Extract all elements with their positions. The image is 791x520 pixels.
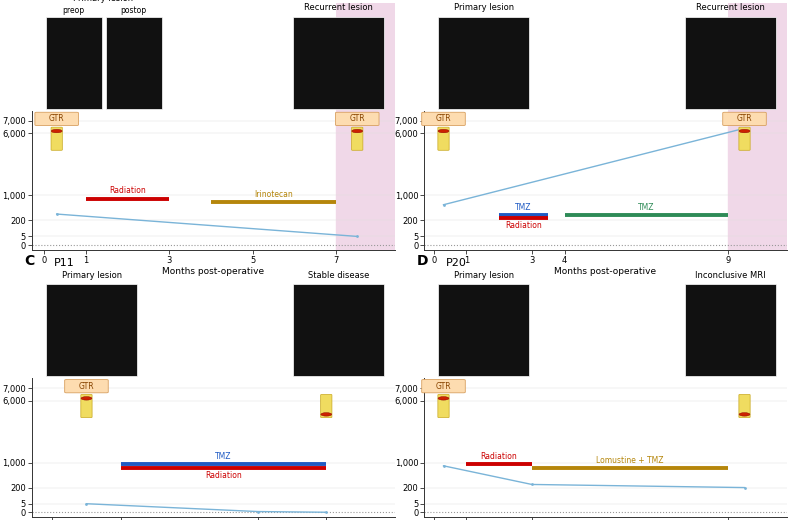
Bar <box>685 17 776 109</box>
Ellipse shape <box>352 129 363 133</box>
Bar <box>293 284 384 376</box>
Text: Radiation: Radiation <box>505 221 542 230</box>
Bar <box>729 111 787 250</box>
Text: Radiation: Radiation <box>481 452 517 461</box>
Text: TMZ: TMZ <box>516 203 532 212</box>
Text: Lomustine + TMZ: Lomustine + TMZ <box>596 456 664 465</box>
FancyBboxPatch shape <box>739 127 750 150</box>
Bar <box>685 284 776 376</box>
X-axis label: Months post-operative: Months post-operative <box>162 267 264 277</box>
Bar <box>293 17 384 109</box>
FancyBboxPatch shape <box>35 112 78 125</box>
FancyBboxPatch shape <box>65 380 108 393</box>
FancyBboxPatch shape <box>422 380 465 393</box>
Text: GTR: GTR <box>436 114 452 123</box>
Bar <box>106 17 162 109</box>
Text: Primary lesion: Primary lesion <box>454 270 514 280</box>
Text: D: D <box>417 254 428 268</box>
Bar <box>336 111 395 250</box>
FancyBboxPatch shape <box>51 127 62 150</box>
Ellipse shape <box>438 129 449 133</box>
Text: Recurrent lesion: Recurrent lesion <box>696 3 765 12</box>
Bar <box>46 17 103 109</box>
Bar <box>438 17 529 109</box>
Bar <box>438 284 529 376</box>
Text: TMZ: TMZ <box>638 203 655 212</box>
FancyBboxPatch shape <box>335 112 379 125</box>
Text: C: C <box>25 254 35 268</box>
Text: preop: preop <box>62 6 85 15</box>
Text: Primary lesion: Primary lesion <box>454 3 514 12</box>
Ellipse shape <box>321 413 331 416</box>
Text: Radiation: Radiation <box>205 472 242 480</box>
Text: GTR: GTR <box>350 114 365 123</box>
Bar <box>729 3 787 111</box>
Ellipse shape <box>81 397 92 400</box>
Bar <box>46 284 137 376</box>
Text: Primary lesion: Primary lesion <box>73 0 133 3</box>
Text: Radiation: Radiation <box>109 186 146 196</box>
Text: GTR: GTR <box>436 382 452 391</box>
Ellipse shape <box>51 129 62 133</box>
Text: Recurrent lesion: Recurrent lesion <box>304 3 373 12</box>
Text: P20: P20 <box>445 258 467 268</box>
Text: P11: P11 <box>54 258 74 268</box>
Text: Inconclusive MRI: Inconclusive MRI <box>695 270 766 280</box>
Text: TMZ: TMZ <box>215 452 232 461</box>
Ellipse shape <box>438 397 449 400</box>
FancyBboxPatch shape <box>352 127 363 150</box>
Text: postop: postop <box>120 6 146 15</box>
Ellipse shape <box>739 129 750 133</box>
Text: GTR: GTR <box>49 114 65 123</box>
Text: GTR: GTR <box>78 382 94 391</box>
FancyBboxPatch shape <box>320 395 332 418</box>
Text: Stable disease: Stable disease <box>308 270 369 280</box>
Ellipse shape <box>739 413 750 416</box>
Text: Primary lesion: Primary lesion <box>62 270 122 280</box>
FancyBboxPatch shape <box>438 395 449 418</box>
FancyBboxPatch shape <box>723 112 766 125</box>
FancyBboxPatch shape <box>438 127 449 150</box>
Text: GTR: GTR <box>736 114 752 123</box>
Text: Irinotecan: Irinotecan <box>255 189 293 199</box>
FancyBboxPatch shape <box>422 112 465 125</box>
Bar <box>336 3 395 111</box>
FancyBboxPatch shape <box>739 395 750 418</box>
FancyBboxPatch shape <box>81 395 92 418</box>
X-axis label: Months post-operative: Months post-operative <box>554 267 657 277</box>
